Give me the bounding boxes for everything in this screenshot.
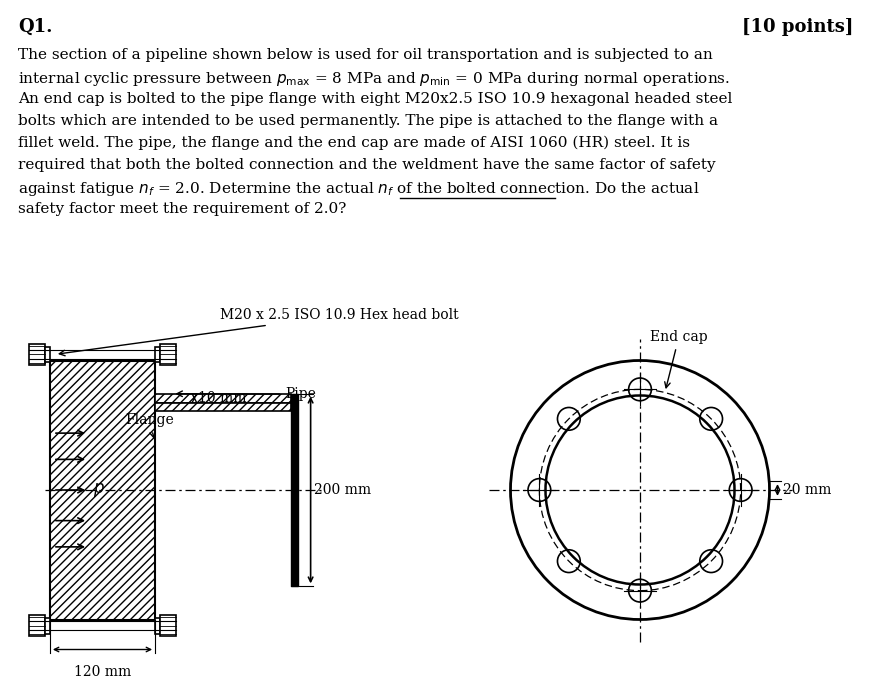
Text: fillet weld. The pipe, the flange and the end cap are made of AISI 1060 (HR) ste: fillet weld. The pipe, the flange and th… xyxy=(18,136,690,150)
Bar xyxy=(29,615,44,636)
Text: The section of a pipeline shown below is used for oil transportation and is subj: The section of a pipeline shown below is… xyxy=(18,48,712,62)
Text: [10 points]: [10 points] xyxy=(741,18,853,36)
Text: An end cap is bolted to the pipe flange with eight M20x2.5 ISO 10.9 hexagonal he: An end cap is bolted to the pipe flange … xyxy=(18,92,733,106)
Bar xyxy=(155,347,160,362)
Bar xyxy=(160,615,176,636)
Text: 10 mm: 10 mm xyxy=(199,391,246,405)
Text: 120 mm: 120 mm xyxy=(74,666,132,680)
Bar xyxy=(29,344,44,365)
Bar xyxy=(160,344,176,365)
Text: safety factor meet the requirement of 2.0?: safety factor meet the requirement of 2.… xyxy=(18,202,347,216)
Bar xyxy=(155,618,160,634)
Bar xyxy=(44,347,50,362)
Text: internal cyclic pressure between $p_\mathrm{max}$ = 8 MPa and $p_\mathrm{min}$ =: internal cyclic pressure between $p_\mat… xyxy=(18,70,730,88)
Text: Q1.: Q1. xyxy=(18,18,52,36)
Text: $p$: $p$ xyxy=(93,481,105,499)
Text: bolts which are intended to be used permanently. The pipe is attached to the fla: bolts which are intended to be used perm… xyxy=(18,114,718,128)
Text: required that both the bolted connection and the weldment have the same factor o: required that both the bolted connection… xyxy=(18,158,716,172)
Text: 200 mm: 200 mm xyxy=(314,483,371,497)
Text: against fatigue $n_f$ = 2.0. Determine the actual $n_f$ of the bolted connection: against fatigue $n_f$ = 2.0. Determine t… xyxy=(18,180,699,198)
Bar xyxy=(155,394,291,402)
Text: M20 x 2.5 ISO 10.9 Hex head bolt: M20 x 2.5 ISO 10.9 Hex head bolt xyxy=(59,309,459,356)
Text: Flange: Flange xyxy=(125,414,173,438)
Bar xyxy=(155,402,291,411)
Bar xyxy=(44,618,50,634)
Bar xyxy=(291,394,298,587)
Text: 20 mm: 20 mm xyxy=(782,483,831,497)
Bar xyxy=(50,361,155,619)
Text: Pipe: Pipe xyxy=(177,387,316,401)
Text: End cap: End cap xyxy=(650,330,707,388)
